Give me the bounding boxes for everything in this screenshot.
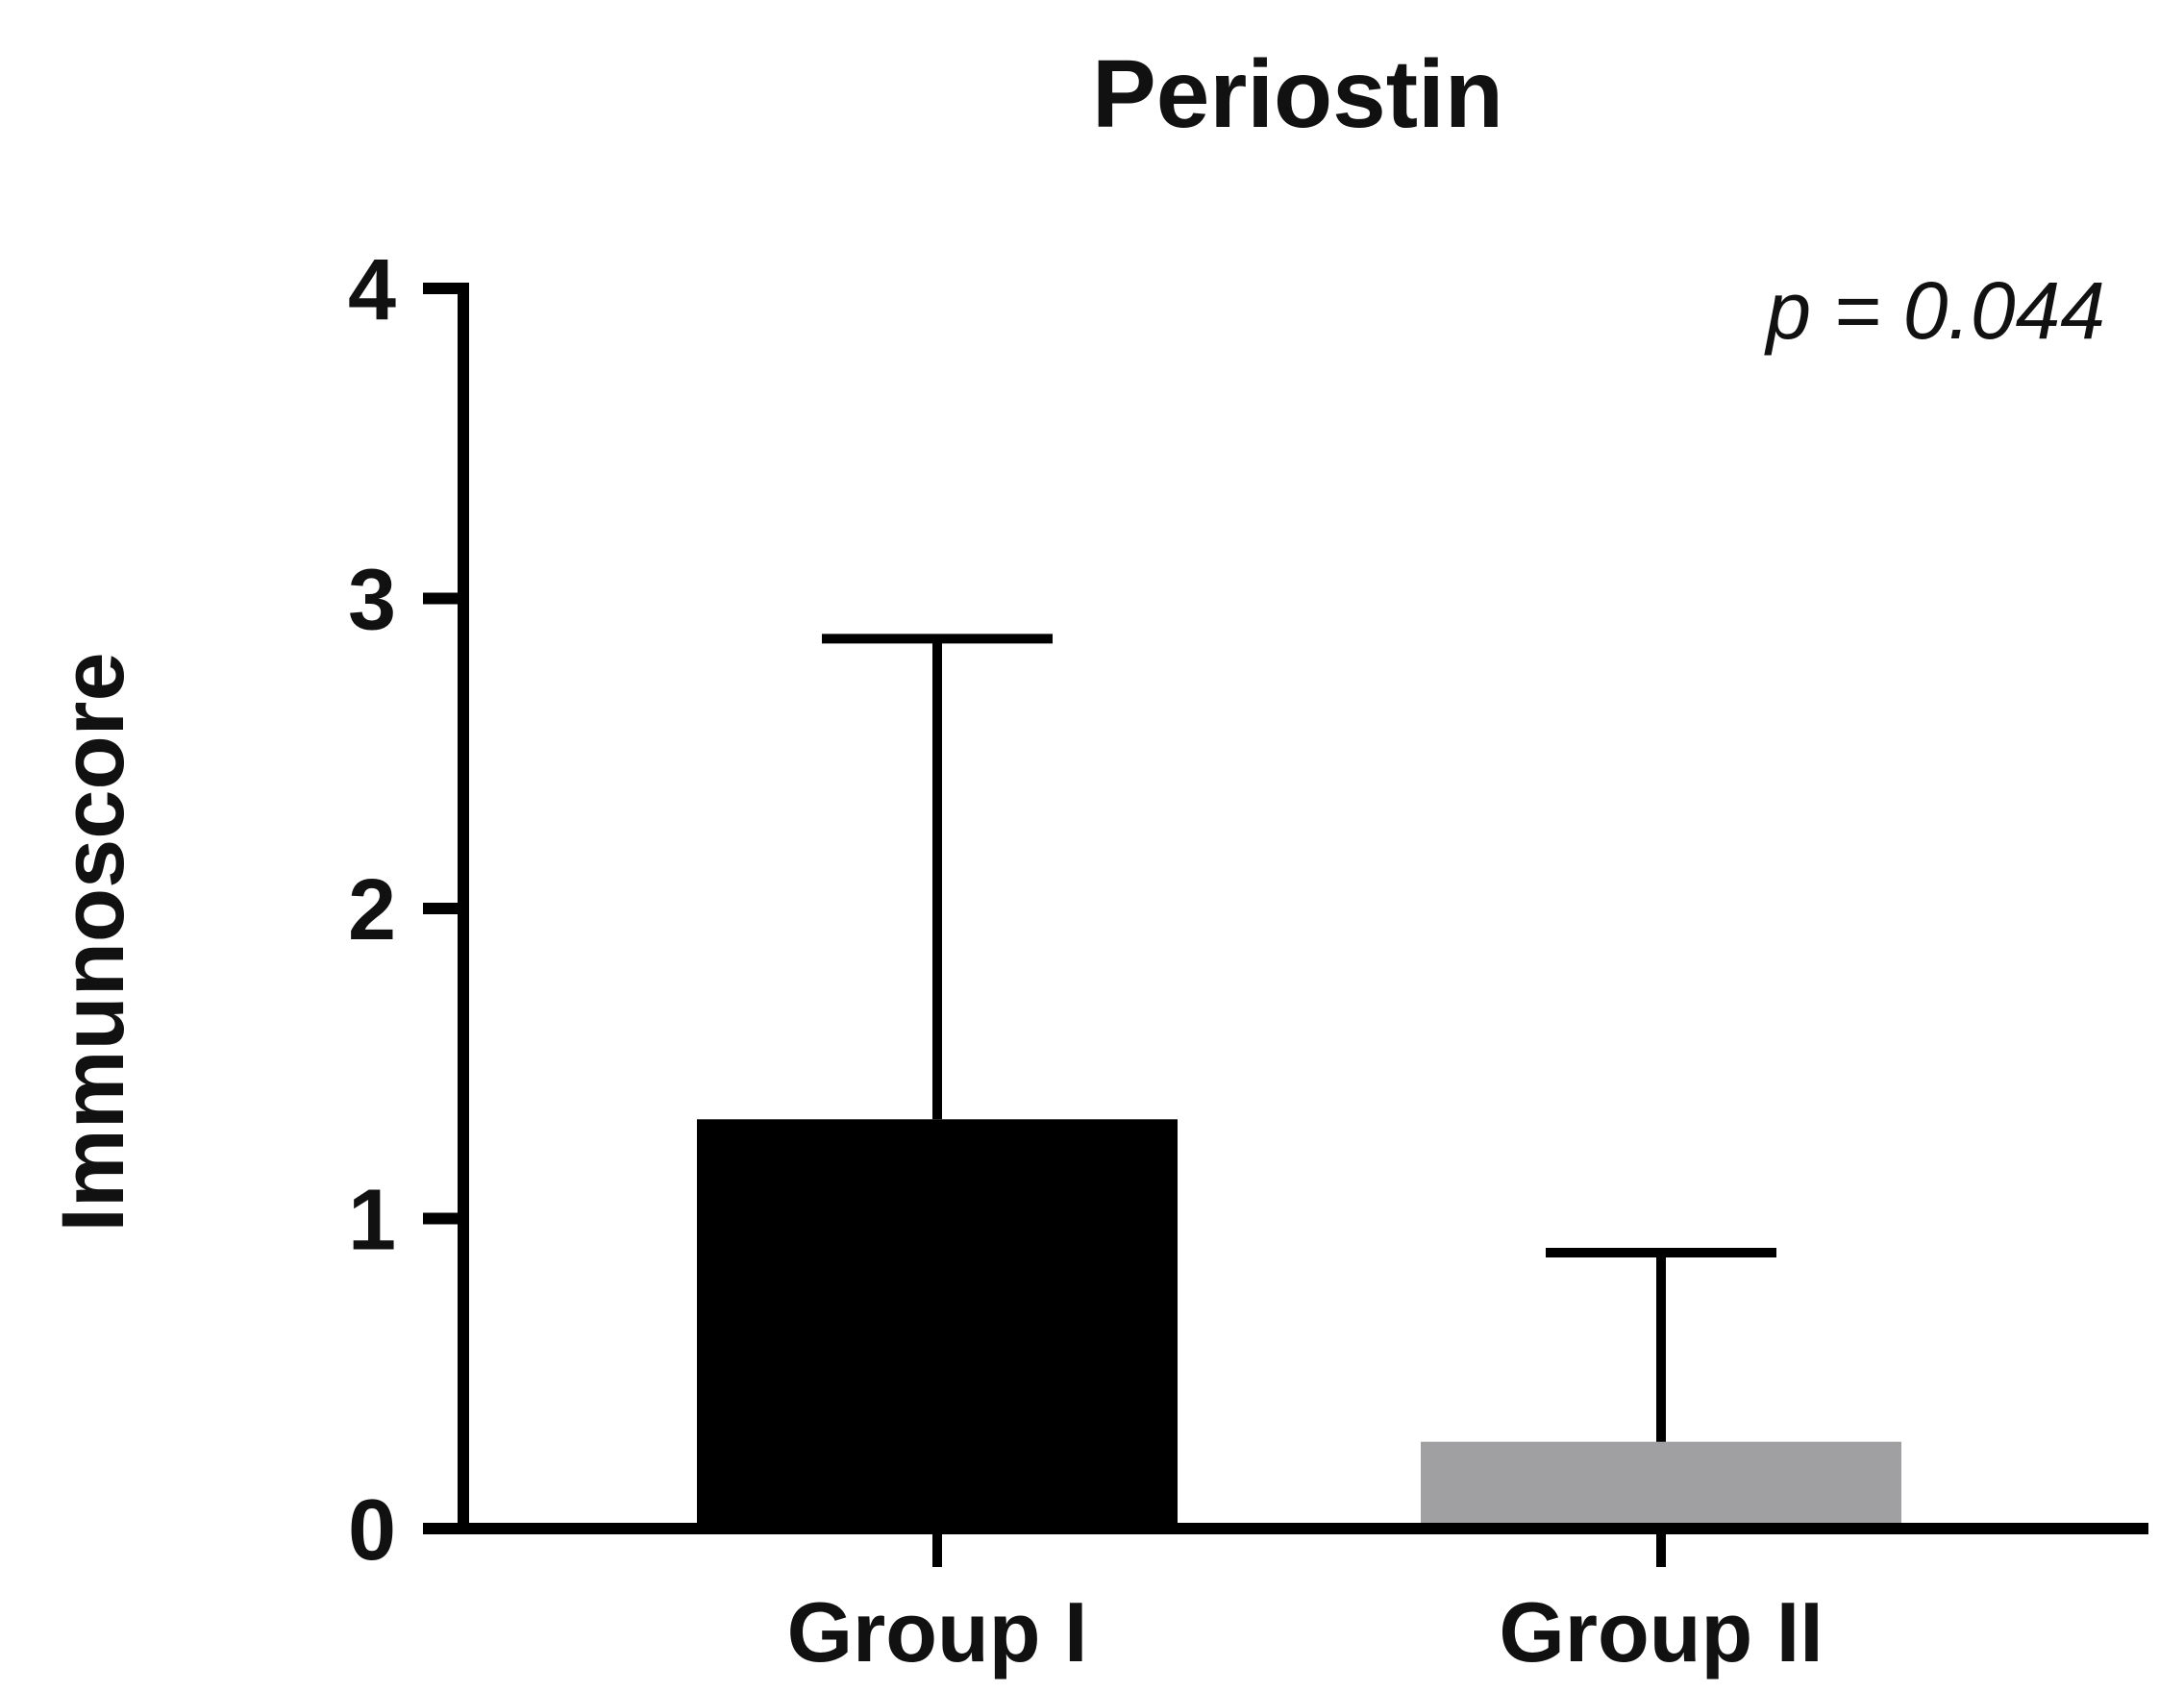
bar-group-ii (1421, 1441, 1901, 1529)
y-tick-label: 2 (348, 862, 396, 958)
axes (425, 283, 2148, 1534)
error-bars (822, 634, 1776, 1442)
bar-group-i (697, 1119, 1178, 1529)
y-tick-label: 0 (348, 1482, 396, 1579)
y-tick-label: 1 (348, 1173, 396, 1269)
y-tick-label: 4 (348, 242, 396, 338)
y-axis-ticks: 0 1 2 3 4 (348, 242, 463, 1579)
y-axis-label: Immunoscore (44, 652, 142, 1232)
x-axis-categories: Group I Group II (787, 1529, 1824, 1680)
x-category-label: Group II (1499, 1584, 1823, 1680)
bars (697, 1119, 1901, 1529)
x-category-label: Group I (787, 1584, 1088, 1680)
p-value-annotation: p = 0.044 (1763, 265, 2105, 356)
y-tick-label: 3 (348, 553, 396, 649)
chart-title: Periostin (1092, 40, 1503, 148)
